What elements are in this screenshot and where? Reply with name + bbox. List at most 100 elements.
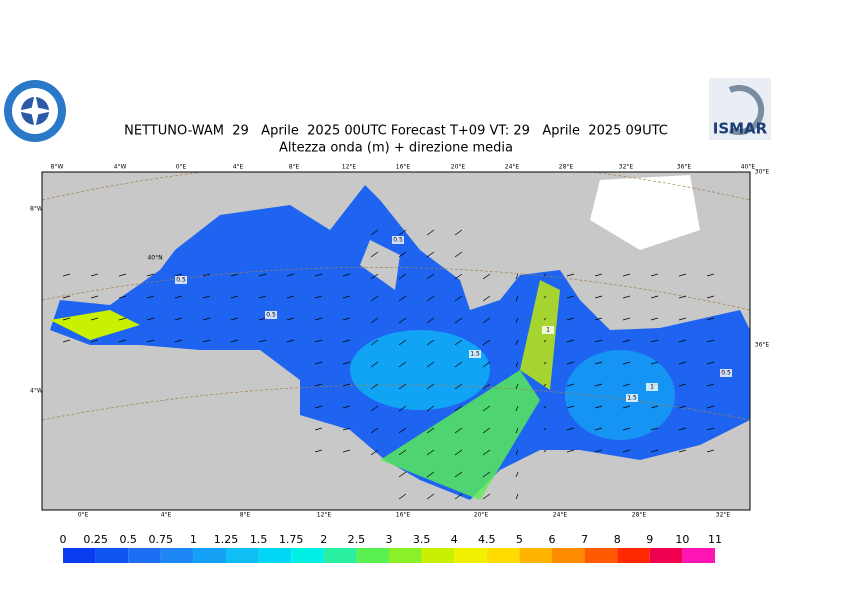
direction-arrow — [678, 361, 687, 365]
direction-arrow — [398, 383, 407, 390]
legend-label: 1 — [190, 533, 197, 546]
direction-arrow — [454, 361, 463, 368]
direction-arrow — [90, 317, 99, 321]
direction-arrow — [454, 471, 463, 478]
direction-arrow — [594, 405, 603, 409]
lon-label: 8°E — [289, 164, 300, 171]
direction-arrow — [314, 361, 323, 365]
direction-arrow — [398, 471, 407, 478]
lon-label: 0°E — [176, 164, 187, 171]
lon-label: 20°E — [451, 164, 466, 171]
direction-arrow — [426, 471, 435, 478]
legend-swatch — [63, 548, 96, 563]
legend-label: 3.5 — [413, 533, 431, 546]
contour-label: 1 — [650, 384, 654, 391]
direction-arrow — [370, 229, 379, 236]
lon-label: 4°E — [233, 164, 244, 171]
lon-label: 8°W — [51, 164, 64, 171]
map — [42, 172, 750, 510]
title: NETTUNO-WAM 29 Aprile 2025 00UTC Forecas… — [124, 124, 668, 139]
direction-arrow — [622, 273, 631, 277]
contour-label: 0.5 — [393, 237, 403, 244]
direction-arrow — [482, 317, 491, 324]
direction-arrow — [566, 449, 575, 453]
direction-arrow — [482, 405, 491, 412]
direction-arrow — [594, 339, 603, 343]
direction-arrow — [230, 317, 239, 321]
direction-arrow — [286, 317, 295, 321]
direction-arrow — [202, 317, 211, 321]
direction-arrow — [230, 295, 239, 299]
legend-swatch — [160, 548, 194, 563]
direction-arrow — [426, 273, 435, 280]
direction-arrow — [515, 383, 519, 390]
logo-left — [4, 80, 66, 142]
legend-swatch — [617, 548, 650, 563]
legend-swatch — [128, 548, 161, 563]
direction-arrow — [543, 405, 547, 409]
legend-label: 1.25 — [214, 533, 239, 546]
direction-arrow — [594, 317, 603, 321]
legend-label: 0.25 — [83, 533, 108, 546]
direction-arrow — [398, 317, 407, 324]
contour-label-bg — [646, 383, 658, 391]
direction-arrow — [314, 405, 323, 409]
direction-arrow — [258, 317, 267, 321]
lon-label: 12°E — [317, 512, 332, 519]
contour-label: 0.5 — [266, 312, 276, 319]
legend-swatch — [649, 548, 683, 563]
legend-swatch — [389, 548, 422, 563]
direction-arrow — [90, 295, 99, 299]
legend-swatch — [552, 548, 585, 563]
direction-arrow — [594, 273, 603, 277]
direction-arrow — [454, 383, 463, 390]
direction-arrow — [706, 339, 715, 343]
direction-arrow — [398, 449, 407, 456]
contour-label-bg — [175, 276, 187, 284]
direction-arrow — [706, 405, 715, 409]
direction-arrow — [398, 361, 407, 368]
lon-label: 32°E — [716, 512, 731, 519]
direction-arrow — [622, 427, 631, 431]
legend-label: 0 — [60, 533, 67, 546]
direction-arrow — [286, 273, 295, 277]
direction-arrow — [286, 295, 295, 299]
direction-arrow — [230, 273, 239, 277]
legend-label: 2.5 — [348, 533, 366, 546]
direction-arrow — [342, 317, 351, 321]
contour-label: 1.5 — [627, 395, 637, 402]
direction-arrow — [258, 339, 267, 343]
direction-arrow — [370, 339, 379, 346]
direction-arrow — [370, 405, 379, 412]
direction-arrow — [454, 295, 463, 302]
direction-arrow — [594, 383, 603, 387]
direction-arrow — [118, 339, 127, 343]
direction-arrow — [62, 317, 71, 321]
direction-arrow — [174, 317, 183, 321]
legend-label: 4 — [451, 533, 458, 546]
direction-arrow — [515, 317, 519, 324]
direction-arrow — [370, 383, 379, 390]
direction-arrow — [454, 251, 463, 258]
direction-arrow — [678, 383, 687, 387]
legend-label: 0.75 — [149, 533, 174, 546]
direction-arrow — [482, 383, 491, 390]
legend-swatch — [454, 548, 487, 563]
direction-arrow — [454, 449, 463, 456]
direction-arrow — [314, 449, 323, 453]
legend-label: 9 — [646, 533, 653, 546]
legend-swatch — [258, 548, 292, 563]
legend-label: 6 — [549, 533, 556, 546]
lon-label: 4°E — [161, 512, 172, 519]
legend-label: 8 — [614, 533, 621, 546]
direction-arrow — [202, 295, 211, 299]
direction-arrow — [543, 317, 547, 321]
direction-arrow — [515, 471, 519, 478]
direction-arrow — [454, 493, 463, 500]
direction-arrow — [426, 317, 435, 324]
direction-arrow — [426, 251, 435, 258]
direction-arrow — [342, 383, 351, 387]
direction-arrow — [342, 339, 351, 343]
contour-label: 0.5 — [176, 277, 186, 284]
direction-arrow — [426, 295, 435, 302]
